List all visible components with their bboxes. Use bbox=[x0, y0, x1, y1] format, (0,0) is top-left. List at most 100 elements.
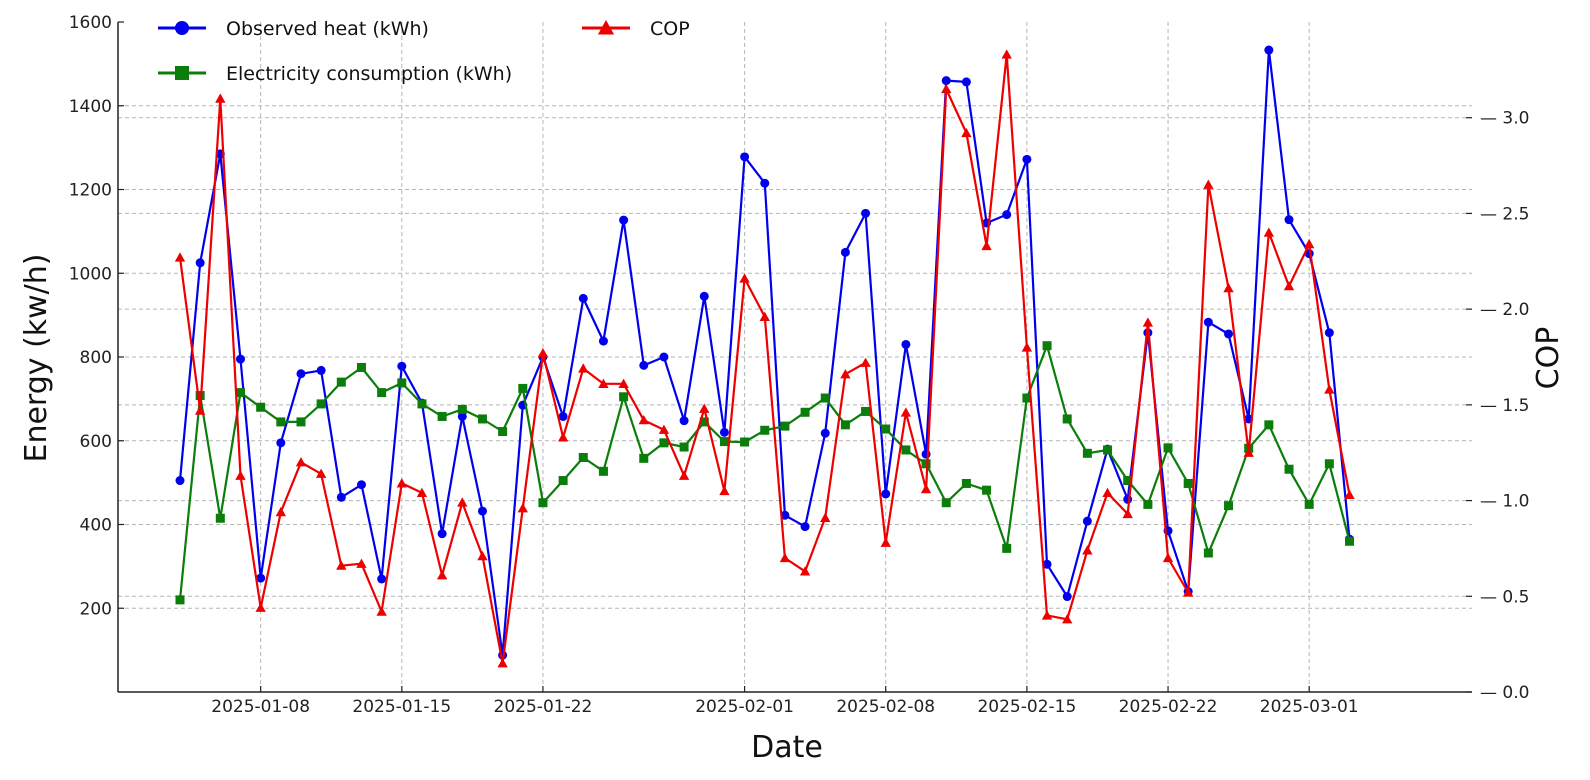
data-point bbox=[1062, 414, 1072, 424]
data-point bbox=[416, 487, 428, 498]
data-point bbox=[477, 506, 487, 516]
data-point bbox=[1263, 227, 1275, 237]
data-point bbox=[1283, 280, 1295, 291]
data-point bbox=[920, 483, 932, 494]
data-point bbox=[1143, 499, 1153, 509]
data-point bbox=[1122, 508, 1133, 519]
data-point bbox=[1344, 489, 1355, 499]
y-axis-title: Energy (kw/h) bbox=[19, 253, 54, 462]
legend-marker bbox=[175, 66, 189, 80]
axes: 2025-01-08 2025-01-15 2025-01-22 2025-02-01… bbox=[69, 13, 1530, 717]
data-point bbox=[275, 506, 286, 517]
data-point bbox=[679, 416, 689, 426]
x-tick-label: 2025-01-15 bbox=[352, 697, 451, 717]
data-point bbox=[194, 405, 206, 415]
data-point bbox=[215, 93, 226, 103]
data-point bbox=[921, 459, 931, 469]
data-point bbox=[1142, 317, 1154, 327]
series-circle bbox=[175, 45, 1355, 660]
data-point bbox=[1324, 384, 1335, 394]
data-point bbox=[457, 404, 467, 414]
data-point bbox=[296, 369, 306, 379]
data-point bbox=[276, 438, 286, 448]
data-point bbox=[215, 513, 225, 523]
data-point bbox=[800, 407, 810, 417]
data-point bbox=[296, 417, 306, 427]
data-point bbox=[477, 414, 487, 424]
data-point bbox=[861, 208, 871, 218]
x-tick-label: 2025-01-08 bbox=[211, 697, 310, 717]
y-tick-label: 1000 bbox=[69, 264, 112, 284]
data-point bbox=[1304, 499, 1314, 509]
data-point bbox=[780, 421, 790, 431]
data-point bbox=[881, 489, 891, 499]
data-point bbox=[860, 357, 871, 367]
data-point bbox=[1082, 516, 1092, 526]
data-point bbox=[598, 466, 608, 476]
data-point bbox=[1284, 215, 1294, 225]
data-point bbox=[981, 240, 992, 251]
data-point bbox=[1324, 459, 1334, 469]
x-tick-label: 2025-02-15 bbox=[977, 697, 1076, 717]
data-point bbox=[1243, 447, 1254, 457]
data-point bbox=[397, 378, 407, 388]
data-point bbox=[1062, 614, 1073, 624]
data-point bbox=[598, 378, 609, 388]
data-point bbox=[1264, 420, 1274, 430]
data-point bbox=[377, 574, 387, 584]
data-point bbox=[1324, 328, 1334, 338]
data-point bbox=[174, 252, 186, 262]
y-tick-label: 800 bbox=[80, 348, 112, 368]
data-point bbox=[699, 403, 710, 413]
data-point bbox=[558, 411, 568, 421]
data-point bbox=[1002, 210, 1012, 220]
y2-tick-label: — 0.0 bbox=[1480, 683, 1529, 703]
legend-entry: Electricity consumption (kWh) bbox=[158, 63, 512, 85]
data-point bbox=[881, 424, 891, 434]
series-layer bbox=[174, 45, 1355, 668]
data-point bbox=[678, 470, 690, 480]
data-point bbox=[840, 369, 851, 379]
data-point bbox=[497, 658, 508, 668]
y-tick-label: 400 bbox=[80, 516, 112, 536]
data-point bbox=[1082, 545, 1093, 555]
data-point bbox=[820, 428, 830, 438]
data-point bbox=[578, 293, 588, 303]
data-point bbox=[1304, 238, 1315, 249]
data-point bbox=[397, 361, 407, 371]
data-point bbox=[901, 445, 911, 455]
data-point bbox=[659, 352, 669, 362]
data-point bbox=[740, 152, 750, 162]
data-point bbox=[1162, 552, 1174, 563]
legend-marker bbox=[597, 19, 615, 35]
data-point bbox=[941, 83, 952, 94]
data-point bbox=[1224, 501, 1234, 511]
data-point bbox=[356, 362, 366, 372]
x-tick-label: 2025-02-22 bbox=[1119, 697, 1218, 717]
data-point bbox=[578, 453, 588, 462]
series-line bbox=[178, 53, 1351, 665]
data-point bbox=[779, 552, 791, 563]
y-tick-label: 600 bbox=[80, 432, 112, 452]
x-tick-label: 2025-01-22 bbox=[494, 697, 593, 717]
data-point bbox=[437, 411, 447, 421]
data-point bbox=[276, 417, 286, 427]
data-point bbox=[639, 360, 649, 370]
data-point bbox=[760, 425, 770, 435]
data-point bbox=[961, 77, 971, 87]
legend-entry: COP bbox=[582, 18, 690, 40]
data-point bbox=[760, 178, 770, 188]
data-point bbox=[1062, 592, 1072, 602]
data-point bbox=[679, 442, 689, 452]
data-point bbox=[982, 485, 992, 495]
data-point bbox=[1183, 478, 1193, 488]
data-point bbox=[1042, 559, 1052, 569]
data-point bbox=[719, 485, 730, 496]
legend-entry: Observed heat (kWh) bbox=[158, 18, 429, 40]
y-tick-label: 200 bbox=[80, 599, 112, 619]
data-point bbox=[376, 606, 387, 616]
y2-axis-title: COP bbox=[1531, 327, 1566, 390]
data-point bbox=[1203, 548, 1213, 558]
data-point bbox=[1123, 494, 1133, 504]
